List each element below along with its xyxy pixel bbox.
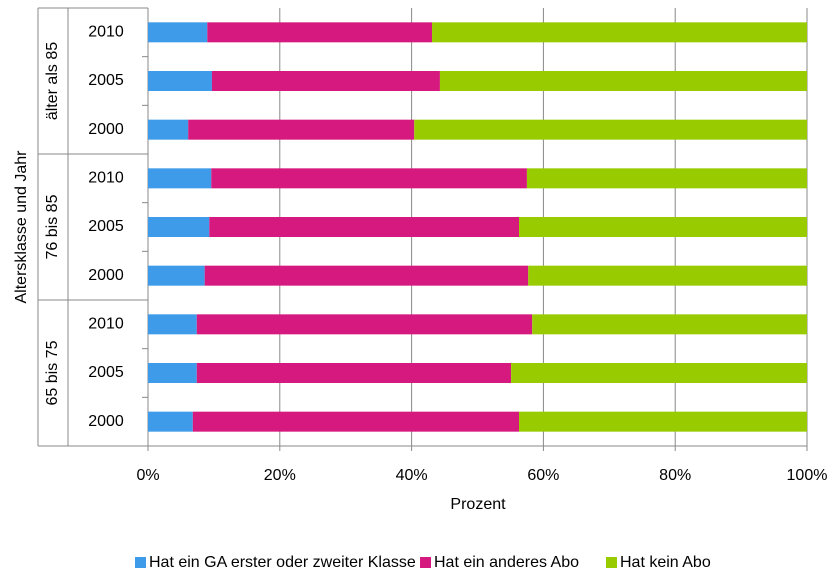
y-tick-label: 2000	[88, 121, 124, 138]
bar-segment	[211, 168, 527, 189]
bar-segment	[148, 217, 210, 237]
bar-segment	[526, 168, 807, 189]
legend-label: Hat kein Abo	[620, 554, 711, 571]
legend-label: Hat ein anderes Abo	[434, 554, 579, 571]
bar-segment	[414, 119, 807, 140]
bar-segment	[209, 217, 520, 237]
x-tick-label: 100%	[787, 467, 828, 484]
bar-segment	[148, 168, 212, 189]
bar-segment	[532, 314, 807, 335]
x-tick-label: 40%	[396, 467, 428, 484]
bar-segment	[511, 363, 807, 383]
y-tick-label: 2010	[88, 24, 124, 41]
group-label: 65 bis 75	[44, 340, 61, 405]
y-axis-title: Altersklasse und Jahr	[13, 150, 30, 304]
y-tick-label: 2005	[88, 72, 124, 89]
bar-segment	[196, 363, 512, 383]
bar-segment	[148, 22, 208, 43]
bar-segment	[148, 71, 212, 91]
bar-segment	[148, 119, 189, 140]
y-tick-label: 2000	[88, 267, 124, 284]
bar-segment	[211, 71, 440, 91]
legend-swatch	[135, 557, 146, 568]
group-label: älter als 85	[44, 42, 61, 120]
legend-swatch	[606, 557, 617, 568]
bar-segment	[528, 265, 807, 286]
y-tick-label: 2000	[88, 413, 124, 430]
legend-swatch	[420, 557, 431, 568]
y-tick-label: 2005	[88, 364, 124, 381]
y-tick-label: 2005	[88, 218, 124, 235]
bar-segment	[148, 411, 193, 432]
x-tick-label: 60%	[527, 467, 559, 484]
bar-segment	[148, 265, 205, 286]
x-tick-label: 0%	[136, 467, 159, 484]
x-tick-label: 20%	[264, 467, 296, 484]
group-label: 76 bis 85	[44, 194, 61, 259]
bar-segment	[188, 119, 415, 140]
bar-segment	[207, 22, 433, 43]
bar-segment	[196, 314, 533, 335]
bar-segment	[192, 411, 520, 432]
bar-segment	[204, 265, 529, 286]
bar-segment	[148, 363, 197, 383]
bar-segment	[432, 22, 807, 43]
x-tick-label: 80%	[659, 467, 691, 484]
bar-segment	[519, 411, 807, 432]
legend-label: Hat ein GA erster oder zweiter Klasse	[149, 554, 416, 571]
bar-segment	[439, 71, 807, 91]
y-tick-label: 2010	[88, 170, 124, 187]
bar-segment	[519, 217, 807, 237]
y-tick-label: 2010	[88, 316, 124, 333]
x-axis-title: Prozent	[450, 496, 506, 513]
bar-segment	[148, 314, 197, 335]
